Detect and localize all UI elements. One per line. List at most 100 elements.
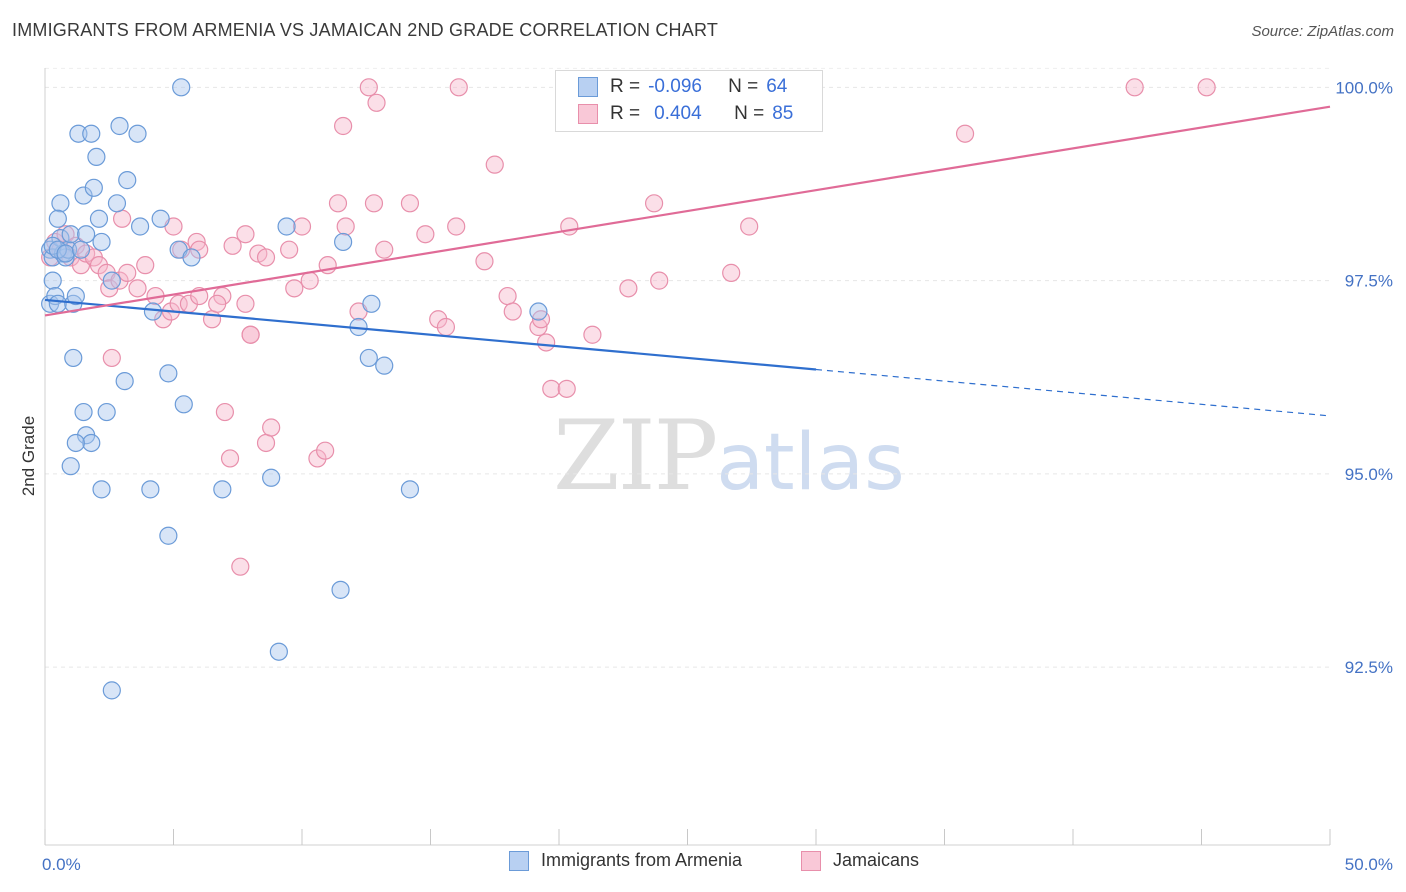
bottom-legend-swatch-armenia	[509, 850, 529, 871]
data-point-armenia	[87, 147, 106, 167]
data-point-jamaicans	[102, 348, 121, 368]
data-point-jamaicans	[503, 302, 522, 321]
data-point-armenia	[48, 294, 67, 313]
data-point-armenia	[61, 457, 80, 476]
y-tick-label: 95.0%	[1345, 465, 1393, 484]
data-point-armenia	[107, 194, 127, 213]
bottom-legend-armenia: Immigrants from Armenia	[509, 850, 742, 871]
data-point-jamaicans	[537, 333, 556, 352]
data-point-jamaicans	[128, 279, 147, 298]
bottom-legend-swatch-jamaicans	[801, 850, 821, 871]
data-point-armenia	[159, 526, 178, 545]
trend-line-armenia	[44, 298, 817, 371]
legend-n-label: N =	[728, 76, 759, 97]
data-point-jamaicans	[722, 263, 741, 282]
data-point-armenia	[56, 244, 75, 263]
data-point-armenia	[141, 480, 160, 499]
data-point-jamaicans	[256, 248, 276, 267]
data-point-armenia	[82, 433, 101, 453]
data-point-jamaicans	[485, 155, 504, 174]
bottom-legend-label-jamaicans: Jamaicans	[833, 850, 920, 870]
grid-lines	[45, 67, 1330, 668]
data-point-jamaicans	[110, 271, 129, 290]
data-point-jamaicans	[236, 225, 255, 244]
trend-lines	[44, 105, 1331, 417]
data-point-jamaicans	[220, 449, 240, 468]
data-point-armenia	[82, 124, 101, 143]
data-point-armenia	[529, 302, 548, 321]
data-point-jamaicans	[308, 449, 327, 468]
x-ticks	[44, 829, 1331, 845]
data-point-jamaicans	[447, 217, 466, 236]
data-point-jamaicans	[190, 240, 209, 259]
chart-title: IMMIGRANTS FROM ARMENIA VS JAMAICAN 2ND …	[12, 20, 719, 40]
watermark-atlas: atlas	[716, 418, 905, 508]
watermark-zip: ZIP	[553, 400, 718, 512]
trend-line-armenia-extrapolated	[815, 368, 1331, 417]
y-axis-title: 2nd Grade	[19, 416, 38, 496]
watermark: ZIPatlas	[553, 400, 905, 512]
data-point-armenia	[159, 364, 178, 383]
data-point-armenia	[71, 240, 91, 259]
data-point-jamaicans	[1125, 78, 1144, 97]
legend-row-armenia: R = -0.096 N = 64	[578, 74, 787, 100]
data-point-armenia	[331, 580, 350, 599]
data-point-jamaicans	[236, 294, 255, 313]
data-point-armenia	[213, 480, 232, 499]
legend-swatch-jamaicans	[578, 104, 598, 124]
data-point-jamaicans	[1197, 78, 1216, 97]
data-point-armenia	[74, 402, 93, 422]
data-point-jamaicans	[955, 124, 975, 143]
data-point-armenia	[102, 271, 121, 290]
data-point-jamaicans	[400, 194, 420, 213]
data-point-jamaicans	[416, 225, 435, 244]
bottom-legend-jamaicans: Jamaicans	[801, 850, 919, 871]
legend-r-value-armenia: -0.096	[648, 76, 702, 97]
data-point-armenia	[151, 209, 170, 228]
data-point-armenia	[89, 209, 109, 228]
data-point-armenia	[66, 433, 85, 453]
data-point-jamaicans	[542, 379, 561, 398]
legend-n-value-armenia: 64	[766, 76, 788, 97]
data-point-jamaicans	[136, 256, 155, 275]
y-tick-label: 97.5%	[1345, 272, 1393, 291]
data-point-jamaicans	[280, 240, 299, 259]
data-point-jamaicans	[498, 286, 517, 306]
data-point-jamaicans	[475, 252, 494, 271]
legend-r-value-jamaicans: 0.404	[654, 103, 702, 124]
y-tick-labels: 92.5% 95.0% 97.5% 100.0%	[1335, 78, 1393, 677]
data-point-armenia	[69, 124, 88, 143]
series-armenia-points	[41, 78, 548, 700]
data-point-armenia	[48, 209, 67, 228]
data-point-armenia	[92, 480, 111, 499]
data-point-armenia	[130, 217, 150, 236]
data-point-armenia	[277, 217, 296, 236]
data-point-jamaicans	[429, 310, 448, 329]
data-point-jamaicans	[262, 418, 281, 437]
data-point-armenia	[174, 395, 193, 414]
x-tick-label-min: 0.0%	[42, 855, 81, 874]
data-point-jamaicans	[231, 557, 250, 576]
data-point-armenia	[269, 642, 288, 661]
data-point-jamaicans	[364, 194, 384, 213]
data-point-jamaicans	[118, 263, 137, 282]
legend-n-label-2: N =	[734, 103, 765, 124]
y-tick-label: 100.0%	[1335, 78, 1393, 97]
data-point-armenia	[66, 286, 85, 306]
data-point-armenia	[375, 356, 394, 375]
data-point-jamaicans	[316, 441, 335, 460]
legend-swatch-armenia	[578, 77, 598, 97]
data-point-armenia	[118, 171, 137, 190]
data-point-jamaicans	[449, 78, 468, 97]
data-point-jamaicans	[208, 294, 227, 313]
legend-row-jamaicans: R = 0.404 N = 85	[578, 101, 793, 127]
data-point-jamaicans	[740, 217, 759, 236]
y-tick-label: 92.5%	[1345, 658, 1393, 677]
data-point-armenia	[143, 302, 163, 321]
data-point-jamaicans	[285, 279, 304, 298]
x-tick-label-max: 50.0%	[1345, 855, 1393, 874]
data-point-jamaicans	[583, 325, 602, 344]
legend-r-label-2: R =	[610, 103, 641, 124]
legend-n-value-jamaicans: 85	[772, 103, 794, 124]
